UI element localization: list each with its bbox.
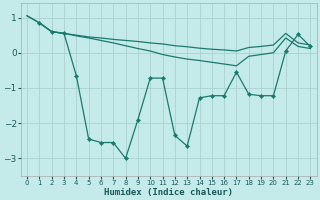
- X-axis label: Humidex (Indice chaleur): Humidex (Indice chaleur): [104, 188, 233, 197]
